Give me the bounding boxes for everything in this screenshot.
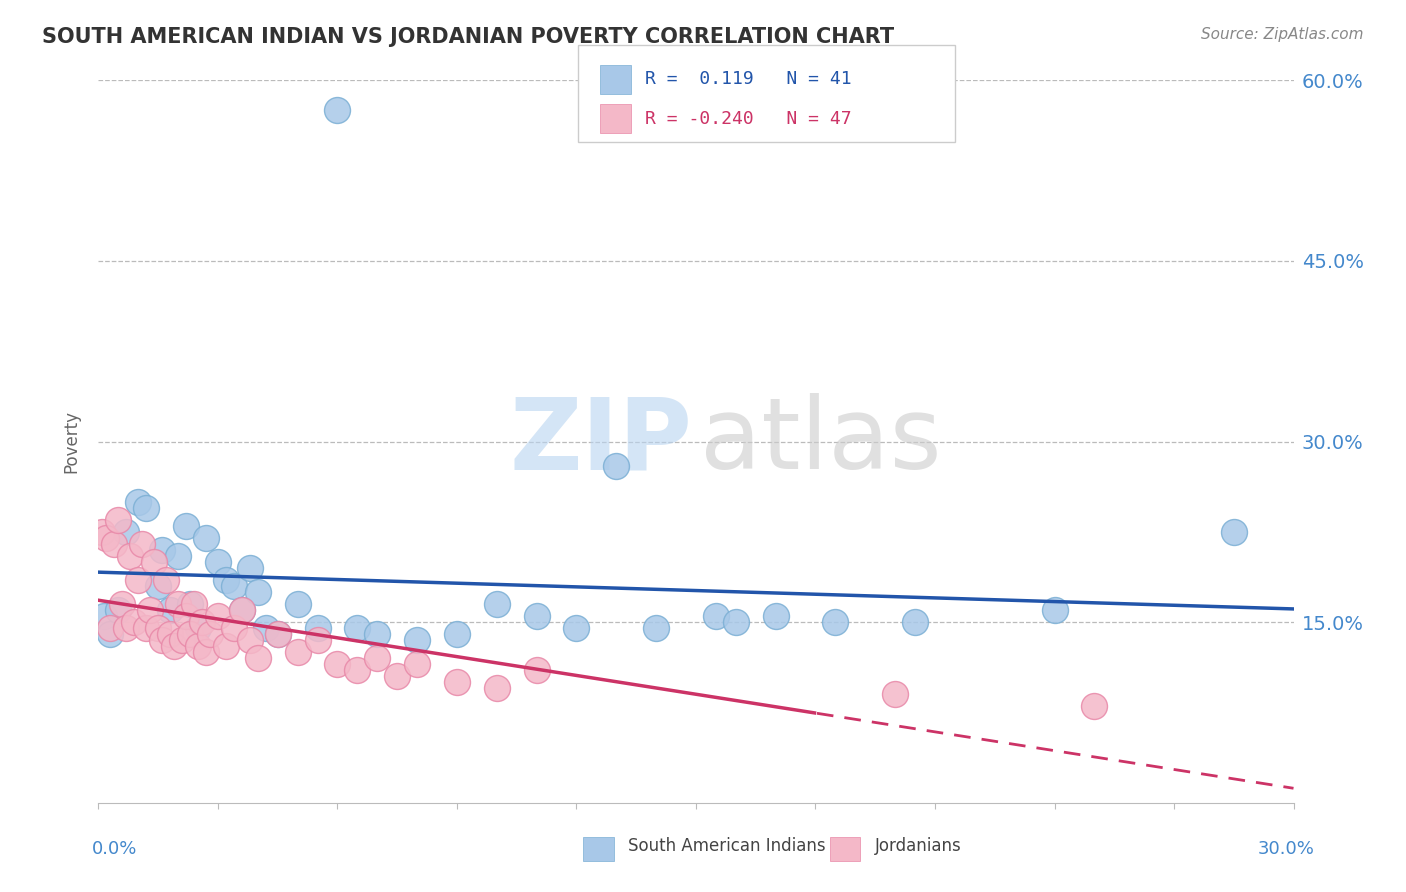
Text: R =  0.119   N = 41: R = 0.119 N = 41 xyxy=(645,70,852,88)
Point xyxy=(346,664,368,678)
Point xyxy=(765,609,787,624)
Point xyxy=(195,645,218,659)
Point xyxy=(107,513,129,527)
Point xyxy=(198,627,221,641)
Point xyxy=(267,627,290,641)
Point xyxy=(231,603,253,617)
Point xyxy=(1083,699,1105,714)
Text: R = -0.240   N = 47: R = -0.240 N = 47 xyxy=(645,110,852,128)
Point xyxy=(446,675,468,690)
Point xyxy=(131,537,153,551)
Point xyxy=(824,615,846,630)
Point xyxy=(239,561,262,575)
Point xyxy=(174,519,197,533)
Point xyxy=(346,621,368,635)
Point xyxy=(115,621,138,635)
Point xyxy=(446,627,468,641)
Point xyxy=(215,573,238,587)
Point xyxy=(366,651,388,665)
Point xyxy=(179,627,201,641)
Point xyxy=(246,585,269,599)
Point xyxy=(526,609,548,624)
Point xyxy=(326,657,349,672)
Point xyxy=(485,597,508,611)
Point xyxy=(163,639,186,653)
Point xyxy=(307,621,329,635)
Point xyxy=(605,458,627,473)
Point xyxy=(231,603,253,617)
Point xyxy=(143,555,166,569)
Text: South American Indians: South American Indians xyxy=(628,837,827,855)
Point xyxy=(96,531,118,545)
Point xyxy=(135,621,157,635)
Point xyxy=(124,615,146,630)
Point xyxy=(91,524,114,539)
Point xyxy=(127,573,149,587)
Point xyxy=(187,639,209,653)
Point xyxy=(645,621,668,635)
Point xyxy=(98,621,122,635)
Point xyxy=(307,633,329,648)
Point xyxy=(111,597,134,611)
Point xyxy=(406,657,429,672)
Text: ZIP: ZIP xyxy=(509,393,692,490)
Text: 30.0%: 30.0% xyxy=(1258,840,1315,858)
Point xyxy=(207,609,229,624)
Point xyxy=(485,681,508,696)
Point xyxy=(254,621,277,635)
Point xyxy=(1223,524,1246,539)
Point xyxy=(565,621,588,635)
Point xyxy=(724,615,747,630)
Point xyxy=(167,597,190,611)
Point xyxy=(385,669,409,683)
Point xyxy=(222,579,245,593)
Point xyxy=(215,639,238,653)
Text: 0.0%: 0.0% xyxy=(91,840,136,858)
Point xyxy=(167,549,190,563)
Point xyxy=(155,573,177,587)
Point xyxy=(148,621,170,635)
Point xyxy=(150,633,173,648)
Point xyxy=(704,609,727,624)
Point xyxy=(135,500,157,515)
Text: Jordanians: Jordanians xyxy=(875,837,962,855)
Point xyxy=(127,494,149,508)
Point xyxy=(148,579,170,593)
Point xyxy=(174,609,197,624)
Point xyxy=(150,542,173,557)
Point xyxy=(107,603,129,617)
Point xyxy=(326,103,349,118)
Point xyxy=(222,621,245,635)
Point xyxy=(267,627,290,641)
Point xyxy=(179,597,201,611)
Point xyxy=(884,687,907,701)
Point xyxy=(93,609,115,624)
Point xyxy=(207,555,229,569)
Point xyxy=(159,627,181,641)
Point xyxy=(239,633,262,648)
Point xyxy=(120,549,142,563)
Point xyxy=(904,615,927,630)
Y-axis label: Poverty: Poverty xyxy=(62,410,80,473)
Text: Source: ZipAtlas.com: Source: ZipAtlas.com xyxy=(1201,27,1364,42)
Point xyxy=(103,537,125,551)
Point xyxy=(287,645,309,659)
Text: SOUTH AMERICAN INDIAN VS JORDANIAN POVERTY CORRELATION CHART: SOUTH AMERICAN INDIAN VS JORDANIAN POVER… xyxy=(42,27,894,46)
Point xyxy=(98,627,122,641)
Point xyxy=(287,597,309,611)
Point xyxy=(159,603,181,617)
Point xyxy=(1043,603,1066,617)
Point xyxy=(183,597,205,611)
Point xyxy=(366,627,388,641)
Point xyxy=(172,633,194,648)
Point xyxy=(526,664,548,678)
Point xyxy=(195,531,218,545)
Point xyxy=(187,621,209,635)
Point xyxy=(115,524,138,539)
Point xyxy=(139,603,162,617)
Text: atlas: atlas xyxy=(700,393,941,490)
Point xyxy=(246,651,269,665)
Point xyxy=(191,615,214,630)
Point xyxy=(406,633,429,648)
